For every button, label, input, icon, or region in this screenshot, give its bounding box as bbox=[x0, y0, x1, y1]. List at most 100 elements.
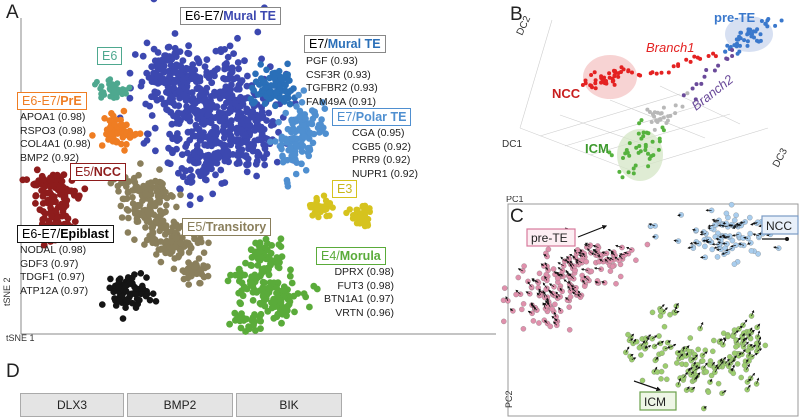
velocity-arrow bbox=[743, 341, 749, 348]
scatter-point bbox=[310, 282, 318, 290]
velocity-arrow bbox=[716, 248, 721, 251]
gene-item: COL4A1 (0.98) bbox=[20, 138, 91, 150]
panel-label-d: D bbox=[6, 361, 20, 382]
scatter-point bbox=[583, 258, 590, 265]
scatter-point bbox=[758, 32, 763, 37]
scatter-point bbox=[233, 160, 241, 168]
scatter-point bbox=[759, 19, 764, 23]
scatter-point bbox=[175, 225, 182, 232]
velocity-arrow bbox=[567, 285, 571, 292]
scatter-point bbox=[108, 110, 115, 117]
velocity-arrow bbox=[730, 367, 733, 372]
velocity-arrow bbox=[717, 223, 723, 227]
velocity-arrow bbox=[594, 281, 599, 284]
velocity-arrow bbox=[682, 346, 685, 352]
scatter-point bbox=[302, 115, 309, 122]
scatter-point bbox=[684, 57, 689, 62]
scatter-point bbox=[144, 208, 151, 215]
velocity-arrow bbox=[555, 294, 559, 299]
scatter-point bbox=[126, 84, 133, 91]
velocity-arrow bbox=[568, 273, 574, 280]
scatter-point bbox=[119, 315, 127, 322]
scatter-point bbox=[226, 131, 234, 139]
scatter-point bbox=[627, 153, 632, 158]
scatter-point bbox=[661, 105, 666, 110]
scatter-point bbox=[641, 134, 646, 139]
cluster-label-e4-morula: E4/Morula bbox=[316, 247, 386, 265]
scatter-point bbox=[277, 243, 285, 251]
gene-list-e7-polar-te: CGA (0.95) CGB5 (0.92) PRR9 (0.92) NUPR1… bbox=[352, 127, 418, 181]
cluster-label-e5-ncc: E5/NCC bbox=[70, 163, 126, 181]
scatter-point bbox=[705, 389, 712, 395]
scatter-point bbox=[92, 81, 98, 88]
tab-bmp2[interactable]: BMP2 bbox=[127, 393, 233, 417]
scatter-point bbox=[125, 214, 132, 222]
scatter-point bbox=[185, 42, 193, 50]
scatter-point bbox=[265, 265, 272, 273]
tab-dlx3[interactable]: DLX3 bbox=[20, 393, 124, 417]
scatter-point bbox=[33, 166, 41, 174]
velocity-arrow bbox=[685, 345, 690, 350]
cluster-lineage: Mural TE bbox=[223, 9, 277, 23]
scatter-point bbox=[519, 306, 525, 313]
velocity-arrow bbox=[543, 302, 548, 306]
velocity-arrow bbox=[742, 319, 748, 326]
scatter-point bbox=[657, 139, 662, 144]
velocity-arrow bbox=[721, 390, 727, 394]
dc3-axis-label: DC3 bbox=[771, 146, 790, 169]
scatter-point bbox=[712, 369, 718, 376]
velocity-arrow bbox=[544, 262, 548, 267]
scatter-point bbox=[241, 95, 249, 102]
scatter-point bbox=[619, 65, 624, 70]
scatter-point bbox=[231, 99, 239, 107]
scatter-point bbox=[260, 279, 268, 287]
scatter-point bbox=[652, 114, 657, 119]
scatter-point bbox=[153, 96, 161, 104]
scatter-point bbox=[243, 285, 251, 293]
tab-bik[interactable]: BIK bbox=[236, 393, 342, 417]
velocity-arrow bbox=[692, 228, 697, 232]
cluster-stage: E3 bbox=[337, 182, 353, 196]
tsne-y-axis-label: tSNE 2 bbox=[2, 277, 12, 306]
scatter-point bbox=[279, 310, 286, 318]
scatter-point bbox=[113, 138, 120, 146]
velocity-arrow bbox=[688, 366, 693, 372]
velocity-arrow bbox=[756, 377, 760, 385]
scatter-point bbox=[309, 212, 316, 219]
icm-label-box bbox=[639, 391, 677, 411]
velocity-arrow bbox=[543, 291, 548, 298]
scatter-point bbox=[189, 69, 197, 77]
velocity-arrow bbox=[572, 291, 577, 296]
velocity-arrow bbox=[713, 246, 720, 249]
velocity-arrow bbox=[738, 243, 744, 246]
scatter-point bbox=[212, 47, 220, 55]
gene-item: RSPO3 (0.98) bbox=[20, 124, 86, 137]
scatter-point bbox=[306, 120, 313, 127]
scatter-point bbox=[690, 245, 697, 251]
scatter-point bbox=[175, 135, 183, 143]
velocity-arrow bbox=[738, 352, 742, 357]
scatter-point bbox=[706, 362, 713, 368]
scatter-point bbox=[633, 163, 638, 168]
scatter-point bbox=[294, 290, 302, 297]
ncc-label-box bbox=[761, 215, 799, 235]
scatter-point bbox=[698, 56, 703, 61]
velocity-arrow bbox=[626, 246, 632, 251]
scatter-point bbox=[67, 187, 75, 195]
scatter-point bbox=[737, 49, 742, 54]
scatter-point bbox=[188, 272, 195, 280]
scatter-point bbox=[311, 109, 318, 116]
velocity-arrow bbox=[660, 340, 665, 344]
scatter-point bbox=[590, 85, 594, 90]
velocity-arrow bbox=[751, 352, 758, 358]
branch2-label: Branch2 bbox=[689, 71, 737, 113]
gene-item: NUPR1 (0.92) bbox=[352, 167, 418, 180]
scatter-point bbox=[701, 236, 708, 243]
velocity-arrow bbox=[587, 248, 592, 254]
velocity-arrow bbox=[694, 375, 699, 379]
velocity-arrow bbox=[515, 289, 521, 295]
scatter-point bbox=[178, 151, 186, 159]
scatter-point bbox=[639, 118, 644, 123]
scatter-point bbox=[683, 361, 689, 368]
velocity-arrow bbox=[574, 248, 577, 254]
